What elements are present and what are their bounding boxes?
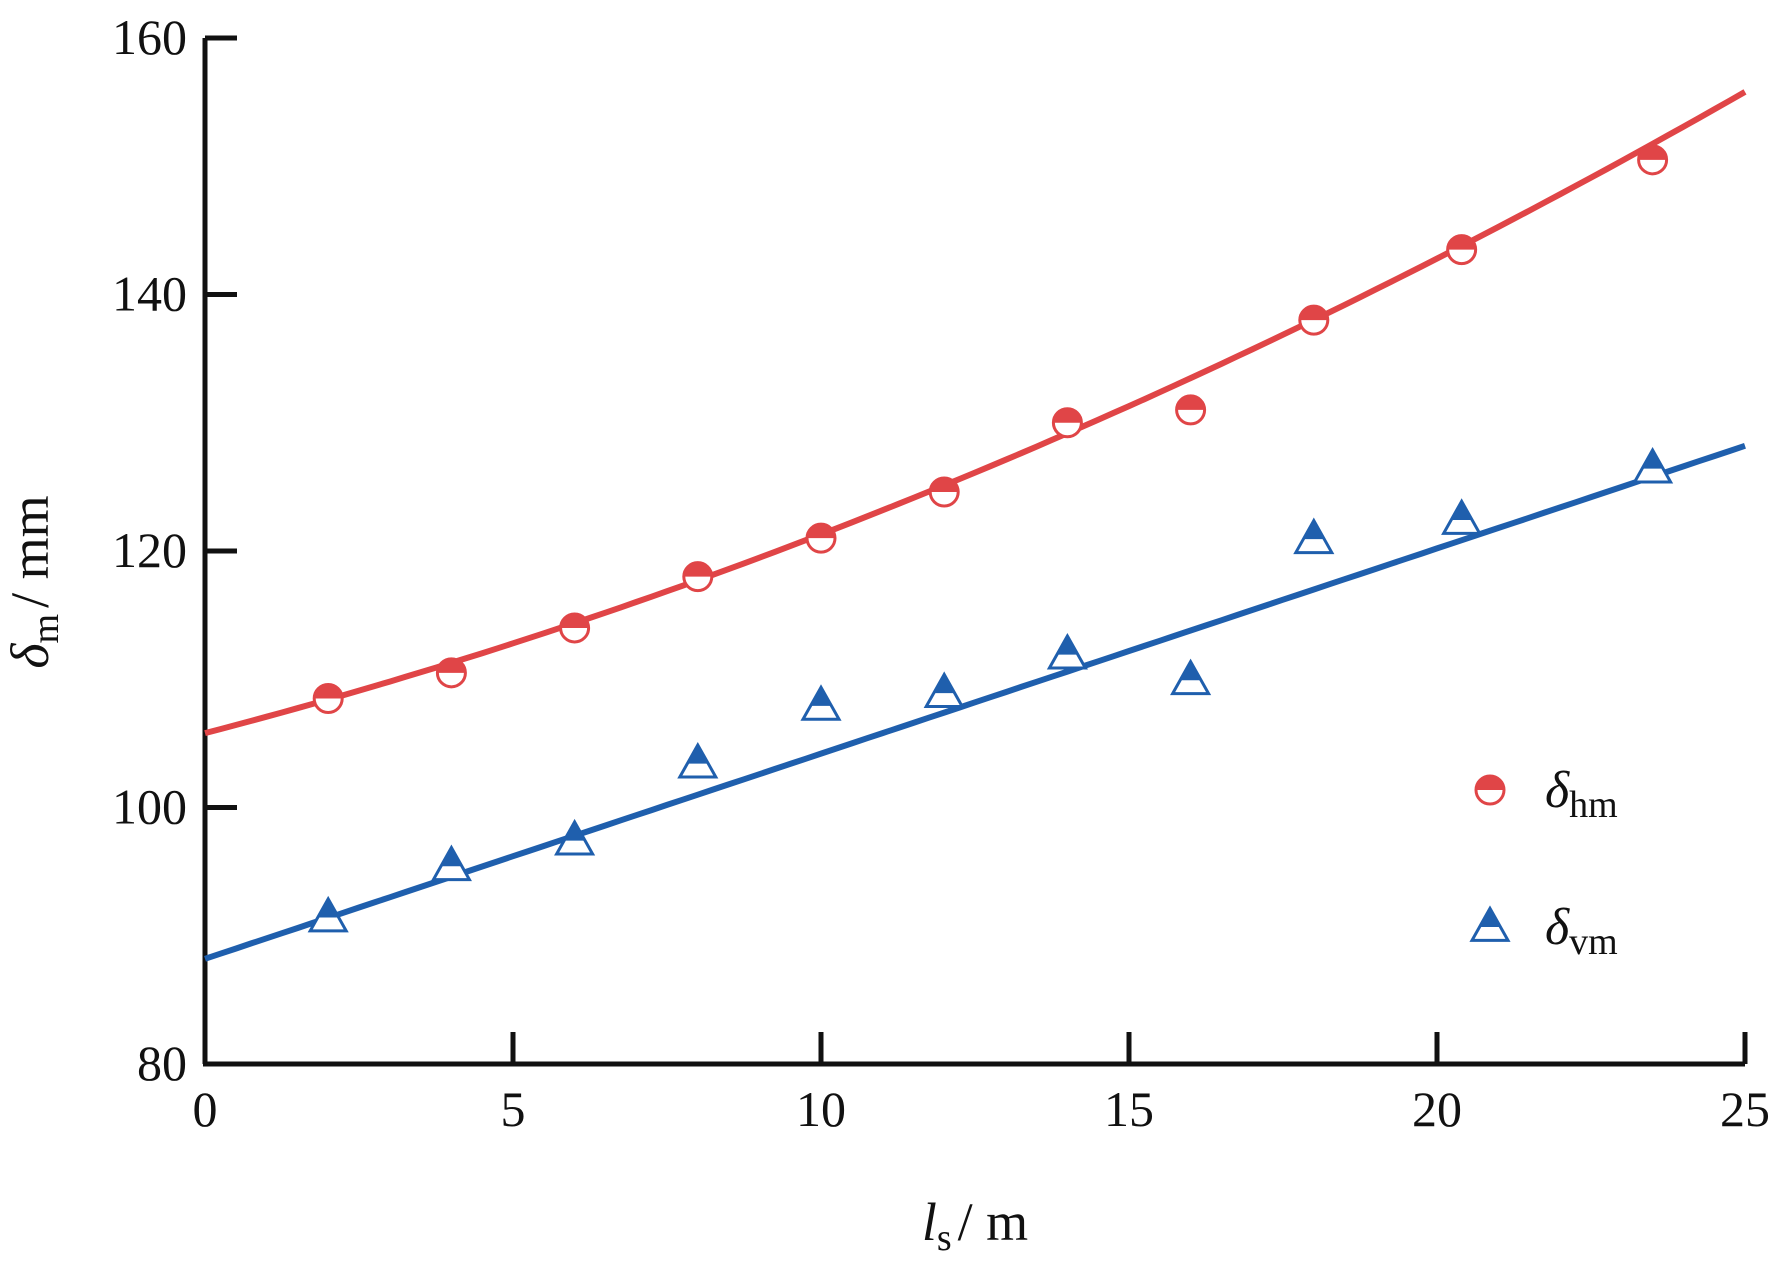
data-point-vm xyxy=(554,818,596,856)
data-point-vm xyxy=(1441,498,1483,535)
x-tick-label: 15 xyxy=(1104,1081,1154,1137)
x-axis-label-unit: / m xyxy=(958,1192,1029,1252)
y-tick-label: 100 xyxy=(112,779,187,835)
y-axis-label: δm / mm xyxy=(0,495,67,668)
data-point-hm xyxy=(682,561,714,593)
legend-label-hm-main: δ xyxy=(1545,762,1570,819)
data-point-hm xyxy=(559,612,591,644)
legend-triangle-icon xyxy=(1469,905,1511,942)
y-tick-label: 120 xyxy=(112,522,187,578)
legend-circle-icon xyxy=(1474,774,1506,806)
svg-text:δvm: δvm xyxy=(1545,899,1618,963)
y-tick-label: 140 xyxy=(112,266,187,322)
legend-item-vm: δvm xyxy=(1469,899,1618,963)
fit-lines xyxy=(204,89,1747,962)
legend-label-vm-main: δ xyxy=(1545,899,1570,956)
data-point-hm xyxy=(1175,394,1207,426)
data-point-hm xyxy=(805,522,837,554)
data-point-hm xyxy=(1637,144,1669,176)
x-axis-label-sub: s xyxy=(937,1217,952,1259)
legend-marker-triangle xyxy=(1469,905,1511,942)
legend-item-hm: δhm xyxy=(1474,762,1618,826)
x-tick-label: 25 xyxy=(1720,1081,1770,1137)
data-points xyxy=(307,144,1674,933)
data-point-vm xyxy=(1293,517,1335,555)
axes: 80 100 120 140 160 0 5 10 15 20 25 xyxy=(112,9,1770,1137)
x-axis-label-main: l xyxy=(922,1192,937,1252)
svg-text:δm/ mm: δm / mm xyxy=(0,495,67,668)
y-axis-label-main: δ xyxy=(0,643,60,669)
x-axis-label: ls / m xyxy=(922,1192,1028,1259)
svg-text:ls/ m: ls / m xyxy=(922,1192,1028,1259)
legend-label-vm-sub: vm xyxy=(1569,921,1618,963)
data-point-hm xyxy=(928,476,960,508)
fit-line-hm xyxy=(204,89,1747,737)
x-tick-label: 20 xyxy=(1412,1081,1462,1137)
x-tick-label: 5 xyxy=(501,1081,526,1137)
data-point-hm xyxy=(435,657,467,689)
data-point-vm xyxy=(1632,446,1674,484)
data-point-vm xyxy=(307,895,349,933)
y-axis-label-sub: m xyxy=(25,614,67,644)
y-tick-label: 80 xyxy=(137,1035,187,1091)
data-point-hm xyxy=(1298,304,1330,336)
data-point-hm xyxy=(1051,407,1083,439)
data-point-vm xyxy=(1046,632,1088,670)
data-point-hm xyxy=(312,682,344,714)
data-point-vm xyxy=(677,741,719,779)
data-point-hm xyxy=(1446,234,1478,266)
svg-text:δhm: δhm xyxy=(1545,762,1618,826)
x-tick-label: 0 xyxy=(193,1081,218,1137)
legend-label-hm-sub: hm xyxy=(1569,784,1618,826)
data-point-vm xyxy=(923,671,965,708)
x-tick-label: 10 xyxy=(796,1081,846,1137)
legend: δhm δvm xyxy=(1469,762,1618,963)
data-point-vm xyxy=(430,844,472,882)
y-axis-label-unit: / mm xyxy=(0,495,60,608)
fit-line-vm xyxy=(204,442,1746,962)
data-point-vm xyxy=(1170,658,1212,696)
legend-marker-circle xyxy=(1474,774,1506,806)
data-point-vm xyxy=(800,684,842,721)
y-tick-label: 160 xyxy=(112,9,187,65)
